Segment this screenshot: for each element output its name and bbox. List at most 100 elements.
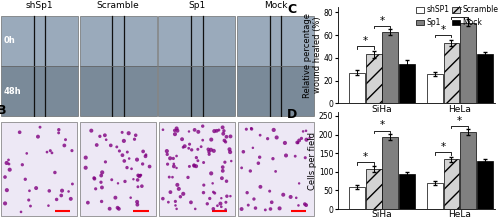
Point <box>210 129 218 133</box>
Text: *: * <box>362 152 368 162</box>
Point <box>5 162 13 166</box>
Point <box>163 149 171 153</box>
Point <box>212 129 220 133</box>
Point <box>126 196 134 200</box>
Bar <box>159 122 235 216</box>
Point <box>218 196 226 200</box>
Point <box>130 178 138 181</box>
Point <box>222 180 230 183</box>
Point <box>295 139 303 142</box>
Point <box>134 174 142 177</box>
Point <box>170 165 178 168</box>
Point <box>46 149 54 152</box>
Point <box>101 134 109 137</box>
Point <box>179 146 187 149</box>
Point <box>128 167 136 170</box>
Point <box>218 126 226 129</box>
Point <box>243 191 251 194</box>
Point <box>159 128 167 132</box>
Point <box>250 197 258 201</box>
Point <box>187 201 195 204</box>
Point <box>106 207 114 211</box>
Point <box>137 173 145 177</box>
Bar <box>80 66 156 116</box>
Point <box>218 165 226 169</box>
Point <box>1 175 9 179</box>
Point <box>174 129 182 132</box>
Point <box>295 182 303 185</box>
Point <box>113 145 121 149</box>
Point <box>206 197 214 200</box>
Point <box>194 130 202 134</box>
Point <box>22 152 30 155</box>
Point <box>172 207 180 211</box>
Point <box>190 163 198 167</box>
Point <box>226 148 234 151</box>
Point <box>306 136 314 140</box>
Point <box>108 178 116 182</box>
Point <box>26 204 34 208</box>
Bar <box>366 54 382 103</box>
Point <box>207 148 215 152</box>
Point <box>197 145 205 149</box>
Point <box>168 175 176 179</box>
Point <box>133 158 141 161</box>
Bar <box>427 183 442 209</box>
Bar <box>2 122 78 216</box>
Bar <box>80 15 156 66</box>
Point <box>180 192 188 196</box>
Point <box>272 170 280 173</box>
Point <box>205 150 213 154</box>
Point <box>46 189 54 193</box>
Point <box>270 128 278 132</box>
Point <box>164 162 172 166</box>
Point <box>299 130 307 133</box>
Point <box>68 182 76 186</box>
Point <box>188 148 196 152</box>
Bar <box>427 74 442 103</box>
Point <box>133 200 141 204</box>
Point <box>220 139 228 142</box>
Legend: shSP1, Sp1, Scramble, Mock: shSP1, Sp1, Scramble, Mock <box>416 5 499 28</box>
Point <box>134 178 141 182</box>
Text: *: * <box>457 6 462 16</box>
Point <box>43 150 51 154</box>
Point <box>171 132 179 136</box>
Point <box>185 130 193 133</box>
Point <box>190 164 198 168</box>
Point <box>219 169 227 173</box>
Point <box>226 150 234 154</box>
Point <box>166 156 174 160</box>
Point <box>200 191 207 194</box>
Point <box>118 153 126 157</box>
Point <box>132 134 140 137</box>
Point <box>279 193 287 196</box>
Point <box>293 141 301 144</box>
Point <box>294 204 302 207</box>
Point <box>216 202 224 205</box>
Point <box>246 169 254 173</box>
Point <box>120 139 128 143</box>
Point <box>226 194 234 198</box>
Text: shSp1: shSp1 <box>26 1 53 10</box>
Point <box>292 196 300 200</box>
Point <box>198 138 206 142</box>
Point <box>249 146 257 150</box>
Text: *: * <box>380 16 384 26</box>
Point <box>282 154 290 157</box>
Point <box>172 127 180 130</box>
Point <box>252 206 260 210</box>
Point <box>194 159 202 163</box>
Point <box>198 124 206 128</box>
Point <box>226 135 234 138</box>
Point <box>298 137 306 140</box>
Bar <box>158 15 236 66</box>
Point <box>256 133 264 137</box>
Point <box>272 136 280 139</box>
Point <box>138 184 146 188</box>
Point <box>54 131 62 135</box>
Point <box>268 200 276 204</box>
Point <box>18 163 26 167</box>
Point <box>64 190 72 193</box>
Point <box>220 132 228 136</box>
